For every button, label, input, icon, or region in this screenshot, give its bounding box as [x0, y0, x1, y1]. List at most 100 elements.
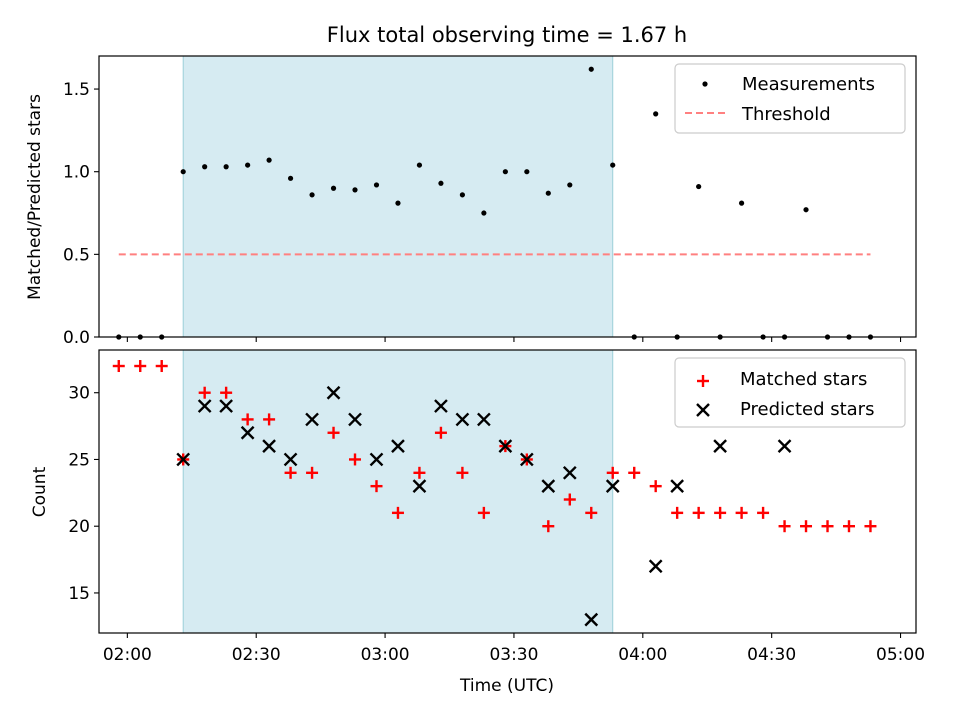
matched-stars-point — [778, 520, 791, 533]
top-axes-frame — [98, 55, 917, 338]
matched-stars-point — [800, 520, 813, 533]
matched-stars-point — [391, 506, 404, 519]
legend-label-threshold: Threshold — [741, 104, 831, 125]
predicted-stars-point — [777, 439, 792, 453]
measurements-point — [330, 185, 337, 191]
measurements-point — [438, 180, 444, 186]
bottom-shaded-region — [182, 349, 614, 634]
y-tick-label: 1.0 — [63, 163, 90, 183]
matched-stars-point — [628, 466, 641, 479]
matched-stars-point — [220, 386, 233, 399]
bottom-y-axis-label: Count — [30, 466, 50, 517]
matched-stars-point — [757, 506, 770, 519]
matched-stars-point — [112, 360, 125, 373]
predicted-stars-point — [670, 479, 685, 494]
x-axis-label: Time (UTC) — [459, 676, 554, 696]
predicted-stars-point — [477, 412, 491, 427]
matched-stars-point — [714, 506, 727, 519]
measurements-point — [266, 157, 272, 163]
measurements-point — [395, 200, 401, 206]
matched-stars-point — [413, 466, 426, 479]
legend-marker-measurements — [702, 81, 708, 87]
matched-stars-point — [327, 426, 340, 439]
matched-stars-point — [198, 386, 211, 399]
measurements-point — [653, 111, 659, 117]
predicted-stars-point — [455, 412, 470, 427]
predicted-stars-point — [541, 479, 556, 494]
predicted-stars-point — [240, 425, 255, 440]
predicted-stars-point — [519, 452, 534, 467]
measurements-point — [459, 192, 465, 198]
matched-stars-point — [735, 506, 748, 519]
legend-label-measurements: Measurements — [742, 74, 875, 95]
top-panel: 0.0 0.5 1.0 1.5 Flux total observing time =… — [25, 23, 917, 348]
measurements-point — [202, 164, 208, 170]
matched-stars-point — [370, 480, 383, 493]
matched-stars-point — [155, 360, 168, 373]
predicted-stars-point — [305, 412, 319, 427]
y-tick-label: 1.5 — [63, 80, 90, 100]
measurements-point — [309, 192, 315, 198]
y-tick-label: 15 — [68, 584, 90, 604]
predicted-stars-point — [562, 465, 577, 480]
predicted-stars-point — [176, 452, 191, 467]
matched-stars-point — [821, 520, 834, 533]
bottom-legend: Matched stars Predicted stars — [674, 357, 906, 428]
x-tick-label: 03:30 — [489, 645, 538, 665]
y-tick-label: 25 — [68, 450, 90, 470]
matched-stars-point — [349, 453, 362, 466]
top-legend: Measurements Threshold — [674, 63, 906, 134]
matched-stars-point — [284, 466, 297, 479]
matched-stars-point — [692, 506, 705, 519]
top-shaded-region — [182, 55, 614, 338]
matched-stars-point — [263, 413, 276, 426]
measurements-point — [416, 162, 423, 168]
measurements-point — [481, 210, 487, 216]
y-tick-label: 0.0 — [63, 328, 90, 348]
bottom-axes-frame — [98, 349, 917, 634]
predicted-stars-point — [412, 479, 427, 494]
measurements-point — [588, 66, 594, 72]
x-tick-label: 05:00 — [876, 645, 925, 665]
predicted-stars-point — [197, 399, 212, 413]
x-tick-label: 02:30 — [232, 645, 281, 665]
predicted-stars-point — [391, 439, 405, 453]
bottom-legend-box — [674, 357, 906, 428]
predicted-stars-point — [348, 412, 362, 427]
measurements-point — [223, 164, 229, 170]
chart-title: Flux total observing time = 1.67 h — [327, 23, 687, 47]
predicted-stars-point — [605, 479, 620, 494]
predicted-stars-point — [648, 559, 663, 574]
matched-stars-point — [542, 520, 555, 533]
measurements-point — [180, 169, 186, 175]
matched-stars-point — [241, 413, 254, 426]
measurements-point — [524, 169, 530, 175]
predicted-stars-point — [434, 399, 448, 413]
matched-stars-point — [434, 426, 447, 439]
bottom-panel: 15 20 25 30 02:00 02:30 03:00 03:30 04:00 04:30 0… — [30, 349, 925, 696]
measurements-point — [696, 183, 702, 190]
predicted-stars-point — [498, 439, 513, 453]
predicted-stars-point — [369, 452, 384, 467]
predicted-stars-point — [326, 385, 341, 400]
legend-marker-predicted — [696, 403, 710, 417]
measurements-point — [287, 175, 294, 181]
measurements-point — [352, 187, 358, 193]
predicted-stars-point — [713, 439, 727, 453]
measurements-point — [545, 190, 551, 196]
matched-stars-point — [585, 506, 598, 519]
x-tick-label: 04:00 — [618, 645, 667, 665]
matched-stars-point — [306, 466, 319, 479]
legend-label-matched: Matched stars — [740, 369, 867, 390]
measurements-point — [245, 162, 251, 168]
predicted-stars-point — [262, 439, 276, 453]
matched-stars-point — [842, 520, 855, 533]
matched-stars-point — [864, 520, 877, 533]
measurements-point — [567, 182, 573, 188]
legend-label-predicted: Predicted stars — [740, 399, 874, 420]
measurements-point — [803, 207, 809, 213]
x-tick-label: 04:30 — [747, 645, 796, 665]
predicted-stars-point — [219, 399, 233, 413]
matched-stars-point — [649, 480, 662, 493]
